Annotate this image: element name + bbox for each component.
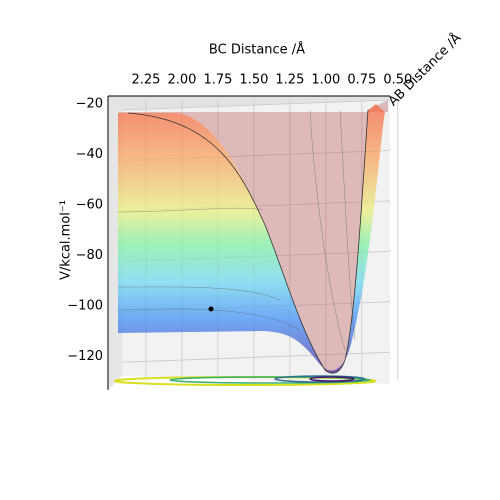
surface <box>117 100 388 374</box>
grid-line <box>121 351 391 363</box>
z-tick-label: −100 <box>67 298 103 313</box>
surface-ridge <box>127 109 369 374</box>
z-tick-label: −60 <box>76 197 103 212</box>
z-tick-label: −40 <box>76 147 103 162</box>
x-tick-label: 1.50 <box>239 73 268 88</box>
surface-mesh <box>309 109 356 351</box>
surface-mesh <box>117 207 301 331</box>
pane-top <box>108 96 390 110</box>
z-tick-label: −20 <box>76 97 103 112</box>
contours <box>114 375 376 386</box>
y-axis-label: AB Distance /Å <box>385 30 464 109</box>
x-tick-label: 0.75 <box>347 73 376 88</box>
contour <box>169 376 371 384</box>
x-tick-label: 2.25 <box>131 73 160 88</box>
point <box>208 306 214 312</box>
x-tick-label: 1.25 <box>275 73 304 88</box>
z-tick-label: −120 <box>67 349 103 364</box>
x-axis-label: BC Distance /Å <box>209 42 305 58</box>
z-tick-label: −80 <box>76 248 103 263</box>
surface-back <box>118 100 388 374</box>
x-tick-label: 1.75 <box>203 73 232 88</box>
x-tick-label: 0.50 <box>383 73 412 88</box>
z-axis-label: V/kcal.mol⁻¹ <box>59 200 74 280</box>
contour <box>309 376 355 382</box>
x-tick-label: 1.00 <box>311 73 340 88</box>
x-tick-label: 2.00 <box>167 73 196 88</box>
grid-line <box>121 99 391 111</box>
contour <box>274 375 366 383</box>
surface-front <box>118 104 385 374</box>
